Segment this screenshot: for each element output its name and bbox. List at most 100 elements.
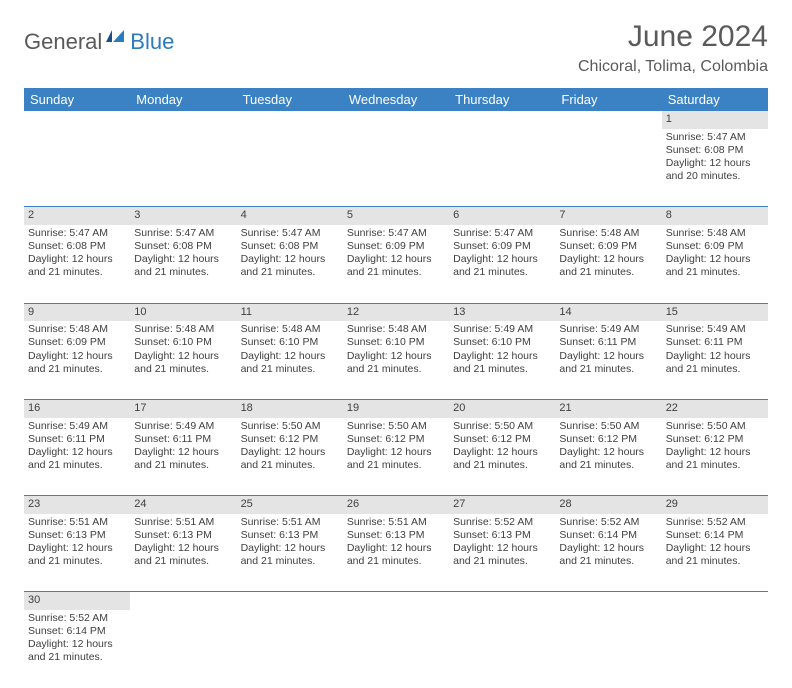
empty-cell — [130, 592, 236, 610]
day-content-row: Sunrise: 5:49 AMSunset: 6:11 PMDaylight:… — [24, 418, 768, 496]
sunset-text: Sunset: 6:13 PM — [241, 529, 339, 542]
sunset-text: Sunset: 6:11 PM — [559, 336, 657, 349]
empty-cell — [237, 111, 343, 129]
daylight-text-2: and 21 minutes. — [28, 459, 126, 472]
sunrise-text: Sunrise: 5:51 AM — [241, 516, 339, 529]
day-cell: Sunrise: 5:47 AMSunset: 6:09 PMDaylight:… — [449, 225, 555, 303]
day-cell: Sunrise: 5:49 AMSunset: 6:10 PMDaylight:… — [449, 321, 555, 399]
day-number-cell: 14 — [555, 303, 661, 321]
sunset-text: Sunset: 6:12 PM — [453, 433, 551, 446]
day-number-cell: 28 — [555, 496, 661, 514]
empty-cell — [24, 111, 130, 129]
empty-cell — [130, 610, 236, 688]
empty-cell — [130, 129, 236, 207]
weekday-header: Tuesday — [237, 88, 343, 111]
empty-cell — [449, 592, 555, 610]
daylight-text-2: and 21 minutes. — [347, 555, 445, 568]
daylight-text-1: Daylight: 12 hours — [453, 446, 551, 459]
sunrise-text: Sunrise: 5:48 AM — [666, 227, 764, 240]
daylight-text-2: and 21 minutes. — [28, 651, 126, 664]
sunrise-text: Sunrise: 5:49 AM — [666, 323, 764, 336]
day-cell: Sunrise: 5:47 AMSunset: 6:08 PMDaylight:… — [24, 225, 130, 303]
day-number-cell: 8 — [662, 207, 768, 225]
day-cell: Sunrise: 5:51 AMSunset: 6:13 PMDaylight:… — [343, 514, 449, 592]
sunrise-text: Sunrise: 5:49 AM — [134, 420, 232, 433]
day-cell: Sunrise: 5:48 AMSunset: 6:10 PMDaylight:… — [343, 321, 449, 399]
daylight-text-2: and 21 minutes. — [453, 459, 551, 472]
daylight-text-1: Daylight: 12 hours — [559, 542, 657, 555]
day-cell: Sunrise: 5:48 AMSunset: 6:09 PMDaylight:… — [555, 225, 661, 303]
day-number-cell: 2 — [24, 207, 130, 225]
sunrise-text: Sunrise: 5:49 AM — [559, 323, 657, 336]
calendar-table: SundayMondayTuesdayWednesdayThursdayFrid… — [24, 88, 768, 688]
empty-cell — [555, 129, 661, 207]
daylight-text-2: and 21 minutes. — [666, 363, 764, 376]
daylight-text-2: and 21 minutes. — [134, 555, 232, 568]
sunset-text: Sunset: 6:12 PM — [559, 433, 657, 446]
sunrise-text: Sunrise: 5:52 AM — [28, 612, 126, 625]
day-cell: Sunrise: 5:51 AMSunset: 6:13 PMDaylight:… — [24, 514, 130, 592]
sunset-text: Sunset: 6:14 PM — [666, 529, 764, 542]
day-number-cell: 19 — [343, 399, 449, 417]
sunset-text: Sunset: 6:13 PM — [28, 529, 126, 542]
header: General Blue June 2024 Chicoral, Tolima,… — [24, 20, 768, 76]
day-number-cell: 27 — [449, 496, 555, 514]
daylight-text-1: Daylight: 12 hours — [241, 542, 339, 555]
day-number-row: 16171819202122 — [24, 399, 768, 417]
daylight-text-2: and 21 minutes. — [347, 459, 445, 472]
daylight-text-2: and 21 minutes. — [559, 363, 657, 376]
day-cell: Sunrise: 5:52 AMSunset: 6:14 PMDaylight:… — [662, 514, 768, 592]
sunrise-text: Sunrise: 5:51 AM — [28, 516, 126, 529]
sunset-text: Sunset: 6:10 PM — [134, 336, 232, 349]
daylight-text-2: and 20 minutes. — [666, 170, 764, 183]
daylight-text-2: and 21 minutes. — [134, 363, 232, 376]
daylight-text-1: Daylight: 12 hours — [453, 350, 551, 363]
sunset-text: Sunset: 6:11 PM — [134, 433, 232, 446]
day-cell: Sunrise: 5:50 AMSunset: 6:12 PMDaylight:… — [662, 418, 768, 496]
daylight-text-2: and 21 minutes. — [666, 266, 764, 279]
daylight-text-2: and 21 minutes. — [241, 266, 339, 279]
day-content-row: Sunrise: 5:47 AMSunset: 6:08 PMDaylight:… — [24, 225, 768, 303]
sunset-text: Sunset: 6:12 PM — [241, 433, 339, 446]
sunset-text: Sunset: 6:09 PM — [559, 240, 657, 253]
sunset-text: Sunset: 6:10 PM — [241, 336, 339, 349]
daylight-text-1: Daylight: 12 hours — [666, 157, 764, 170]
empty-cell — [343, 610, 449, 688]
sunrise-text: Sunrise: 5:50 AM — [347, 420, 445, 433]
month-title: June 2024 — [578, 20, 768, 54]
daylight-text-2: and 21 minutes. — [28, 555, 126, 568]
day-number-row: 30 — [24, 592, 768, 610]
daylight-text-1: Daylight: 12 hours — [666, 350, 764, 363]
sunrise-text: Sunrise: 5:49 AM — [28, 420, 126, 433]
daylight-text-1: Daylight: 12 hours — [241, 350, 339, 363]
sunrise-text: Sunrise: 5:47 AM — [241, 227, 339, 240]
daylight-text-1: Daylight: 12 hours — [134, 446, 232, 459]
daylight-text-1: Daylight: 12 hours — [347, 446, 445, 459]
empty-cell — [343, 592, 449, 610]
empty-cell — [555, 592, 661, 610]
empty-cell — [555, 610, 661, 688]
sunrise-text: Sunrise: 5:51 AM — [134, 516, 232, 529]
logo-flag-icon — [106, 28, 128, 49]
day-number-cell: 11 — [237, 303, 343, 321]
daylight-text-1: Daylight: 12 hours — [134, 350, 232, 363]
daylight-text-2: and 21 minutes. — [453, 363, 551, 376]
daylight-text-1: Daylight: 12 hours — [134, 542, 232, 555]
day-cell: Sunrise: 5:52 AMSunset: 6:13 PMDaylight:… — [449, 514, 555, 592]
sunset-text: Sunset: 6:10 PM — [347, 336, 445, 349]
empty-cell — [662, 610, 768, 688]
daylight-text-2: and 21 minutes. — [241, 459, 339, 472]
sunrise-text: Sunrise: 5:50 AM — [666, 420, 764, 433]
sunrise-text: Sunrise: 5:50 AM — [453, 420, 551, 433]
daylight-text-1: Daylight: 12 hours — [28, 350, 126, 363]
daylight-text-1: Daylight: 12 hours — [28, 542, 126, 555]
day-content-row: Sunrise: 5:51 AMSunset: 6:13 PMDaylight:… — [24, 514, 768, 592]
day-cell: Sunrise: 5:51 AMSunset: 6:13 PMDaylight:… — [130, 514, 236, 592]
sunrise-text: Sunrise: 5:47 AM — [453, 227, 551, 240]
day-number-cell: 6 — [449, 207, 555, 225]
title-block: June 2024 Chicoral, Tolima, Colombia — [578, 20, 768, 76]
weekday-header-row: SundayMondayTuesdayWednesdayThursdayFrid… — [24, 88, 768, 111]
day-cell: Sunrise: 5:50 AMSunset: 6:12 PMDaylight:… — [555, 418, 661, 496]
sunrise-text: Sunrise: 5:47 AM — [347, 227, 445, 240]
sunset-text: Sunset: 6:08 PM — [241, 240, 339, 253]
